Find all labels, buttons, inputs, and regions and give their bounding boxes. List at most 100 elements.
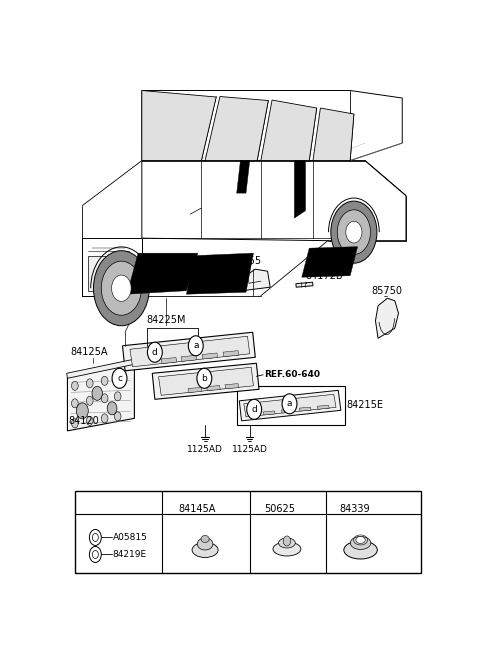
Text: 1125AD: 1125AD <box>187 445 223 454</box>
Polygon shape <box>127 254 198 294</box>
Polygon shape <box>206 385 220 391</box>
Circle shape <box>325 501 337 517</box>
Text: 84225M: 84225M <box>146 315 186 325</box>
Text: 84339: 84339 <box>339 504 370 514</box>
Circle shape <box>337 210 371 255</box>
Text: c: c <box>255 505 260 514</box>
Ellipse shape <box>350 536 371 549</box>
Polygon shape <box>122 332 255 370</box>
Circle shape <box>92 551 98 558</box>
Polygon shape <box>223 350 239 357</box>
Polygon shape <box>152 363 259 399</box>
Polygon shape <box>142 161 406 240</box>
Circle shape <box>72 382 78 390</box>
Circle shape <box>101 376 108 385</box>
Circle shape <box>92 386 102 400</box>
Circle shape <box>101 394 108 403</box>
Circle shape <box>282 394 297 414</box>
Text: 50625: 50625 <box>264 504 296 514</box>
Polygon shape <box>313 108 354 161</box>
Polygon shape <box>237 161 250 193</box>
Circle shape <box>86 379 93 388</box>
Polygon shape <box>240 390 341 421</box>
Polygon shape <box>261 100 317 161</box>
Circle shape <box>107 402 117 415</box>
Polygon shape <box>186 254 253 294</box>
Text: a: a <box>287 399 292 408</box>
Circle shape <box>164 501 176 517</box>
Ellipse shape <box>278 538 295 548</box>
FancyBboxPatch shape <box>237 386 345 425</box>
Circle shape <box>92 534 98 541</box>
Polygon shape <box>67 359 134 378</box>
Text: b: b <box>202 374 207 383</box>
Text: 84172B: 84172B <box>305 270 343 281</box>
Circle shape <box>331 201 377 263</box>
Text: c: c <box>117 374 122 383</box>
Text: 84215E: 84215E <box>347 400 384 410</box>
Polygon shape <box>130 336 250 367</box>
Circle shape <box>283 536 290 546</box>
Polygon shape <box>88 255 131 291</box>
Circle shape <box>346 221 362 243</box>
Circle shape <box>147 343 162 362</box>
Text: 84219E: 84219E <box>113 550 147 559</box>
Ellipse shape <box>356 536 365 543</box>
Polygon shape <box>181 356 197 361</box>
Text: A05815: A05815 <box>113 533 148 542</box>
Circle shape <box>72 399 78 408</box>
Circle shape <box>114 392 121 401</box>
Text: 85750: 85750 <box>372 286 403 296</box>
Polygon shape <box>299 407 311 411</box>
Text: 85755: 85755 <box>230 255 262 266</box>
Text: d: d <box>152 348 158 357</box>
Circle shape <box>76 403 88 419</box>
Polygon shape <box>225 384 239 389</box>
Polygon shape <box>281 409 293 413</box>
Polygon shape <box>158 367 253 395</box>
Ellipse shape <box>192 543 218 558</box>
Text: d: d <box>329 505 335 514</box>
Text: 84125A: 84125A <box>71 347 108 358</box>
Polygon shape <box>296 282 313 287</box>
Text: a: a <box>93 505 98 514</box>
Polygon shape <box>83 238 142 296</box>
Circle shape <box>101 261 142 315</box>
Polygon shape <box>67 364 134 431</box>
Polygon shape <box>244 395 336 417</box>
Polygon shape <box>188 387 202 393</box>
Text: REF.60-640: REF.60-640 <box>264 370 320 380</box>
Polygon shape <box>205 96 268 161</box>
Polygon shape <box>142 90 216 161</box>
Ellipse shape <box>197 538 213 550</box>
Ellipse shape <box>273 542 301 556</box>
Polygon shape <box>202 353 218 359</box>
FancyBboxPatch shape <box>75 491 421 573</box>
Circle shape <box>86 417 93 425</box>
Polygon shape <box>142 90 402 161</box>
Circle shape <box>247 399 262 419</box>
Polygon shape <box>375 298 398 338</box>
Circle shape <box>86 396 93 406</box>
Circle shape <box>89 530 101 545</box>
Text: d: d <box>252 405 257 414</box>
Circle shape <box>114 412 121 421</box>
Circle shape <box>72 419 78 428</box>
Circle shape <box>101 414 108 423</box>
Ellipse shape <box>344 541 377 559</box>
Ellipse shape <box>201 536 209 543</box>
Circle shape <box>197 369 212 388</box>
Polygon shape <box>241 269 270 291</box>
Circle shape <box>89 547 101 562</box>
Text: 84120: 84120 <box>68 416 99 426</box>
Polygon shape <box>317 405 329 410</box>
Polygon shape <box>161 358 177 363</box>
Text: 1125AD: 1125AD <box>232 445 268 454</box>
Text: 84145A: 84145A <box>178 504 216 514</box>
Circle shape <box>112 275 131 302</box>
Text: b: b <box>167 505 173 514</box>
Polygon shape <box>302 246 358 277</box>
Text: a: a <box>193 341 199 350</box>
Circle shape <box>89 501 101 517</box>
Circle shape <box>251 501 263 517</box>
